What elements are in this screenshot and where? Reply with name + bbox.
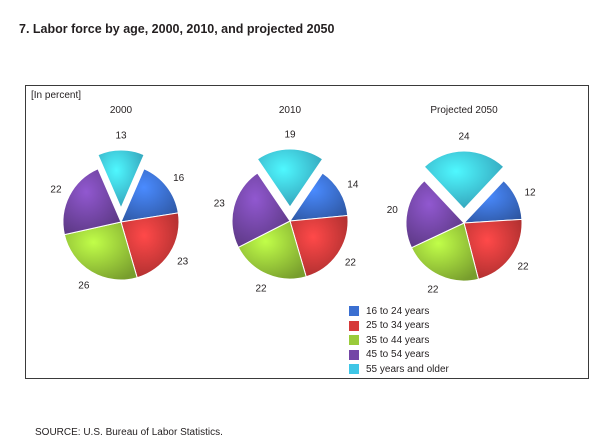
legend-item-25-to-34-years: 25 to 34 years <box>349 319 449 334</box>
slice-label-55-years-and-older: 19 <box>284 130 296 141</box>
slice-55-years-and-older <box>97 149 145 210</box>
slice-label-55-years-and-older: 13 <box>115 131 127 142</box>
slice-label-45-to-54-years: 20 <box>387 205 399 216</box>
slice-45-to-54-years <box>62 168 122 236</box>
slice-35-to-44-years <box>237 220 307 280</box>
pie-2000: 2000 13 16 23 26 22 <box>50 105 188 291</box>
slice-55-years-and-older <box>423 150 505 210</box>
slice-label-55-years-and-older: 24 <box>458 132 470 143</box>
legend: 16 to 24 years 25 to 34 years 35 to 44 yea… <box>349 304 449 377</box>
legend-swatch <box>349 306 359 317</box>
legend-swatch <box>349 364 359 375</box>
slice-label-16-to-24-years: 12 <box>524 187 536 198</box>
slice-label-45-to-54-years: 23 <box>214 198 226 209</box>
pie-projected-2050: Projected 2050 24 12 22 22 20 <box>387 105 536 296</box>
slice-label-25-to-34-years: 22 <box>345 258 357 269</box>
pie-2010: 2010 19 14 22 22 23 <box>214 105 359 294</box>
slice-35-to-44-years <box>410 222 480 282</box>
pie-charts: 2000 13 16 23 26 22 2010 19 14 22 22 23 Projected 20… <box>50 105 536 296</box>
pie-title: 2010 <box>279 105 302 116</box>
source-note: SOURCE: U.S. Bureau of Labor Statistics. <box>35 427 223 438</box>
slice-25-to-34-years <box>289 214 349 278</box>
slice-label-35-to-44-years: 22 <box>427 285 439 296</box>
legend-label: 16 to 24 years <box>366 305 430 317</box>
slice-16-to-24-years <box>288 172 349 222</box>
chart-frame: [In percent] 2000 13 16 23 26 22 2010 19 14 22 22 2… <box>25 85 589 379</box>
legend-label: 45 to 54 years <box>366 349 430 361</box>
legend-label: 35 to 44 years <box>366 334 430 346</box>
slice-label-35-to-44-years: 26 <box>78 280 90 291</box>
legend-swatch <box>349 320 359 331</box>
unit-note: [In percent] <box>31 90 82 101</box>
slice-25-to-34-years <box>120 212 180 279</box>
legend-item-16-to-24-years: 16 to 24 years <box>349 304 449 319</box>
legend-item-45-to-54-years: 45 to 54 years <box>349 348 449 363</box>
slice-label-35-to-44-years: 22 <box>255 283 267 294</box>
slice-label-16-to-24-years: 14 <box>347 179 359 190</box>
slice-label-25-to-34-years: 22 <box>517 261 529 272</box>
figure-title: 7. Labor force by age, 2000, 2010, and p… <box>19 22 335 36</box>
slice-45-to-54-years <box>405 180 465 249</box>
legend-item-35-to-44-years: 35 to 44 years <box>349 333 449 348</box>
slice-35-to-44-years <box>63 221 138 281</box>
slice-label-45-to-54-years: 22 <box>50 184 62 195</box>
legend-label: 25 to 34 years <box>366 320 430 332</box>
legend-item-55-years-and-older: 55 years and older <box>349 362 449 377</box>
pie-title: 2000 <box>110 105 133 116</box>
legend-label: 55 years and older <box>366 363 449 375</box>
slice-55-years-and-older <box>256 148 324 208</box>
slice-45-to-54-years <box>231 172 291 249</box>
slice-25-to-34-years <box>463 218 523 280</box>
legend-swatch <box>349 335 359 346</box>
slice-label-25-to-34-years: 23 <box>177 257 189 268</box>
slice-16-to-24-years <box>120 168 179 223</box>
slice-label-16-to-24-years: 16 <box>173 173 185 184</box>
legend-swatch <box>349 349 359 360</box>
pie-title: Projected 2050 <box>430 105 498 116</box>
